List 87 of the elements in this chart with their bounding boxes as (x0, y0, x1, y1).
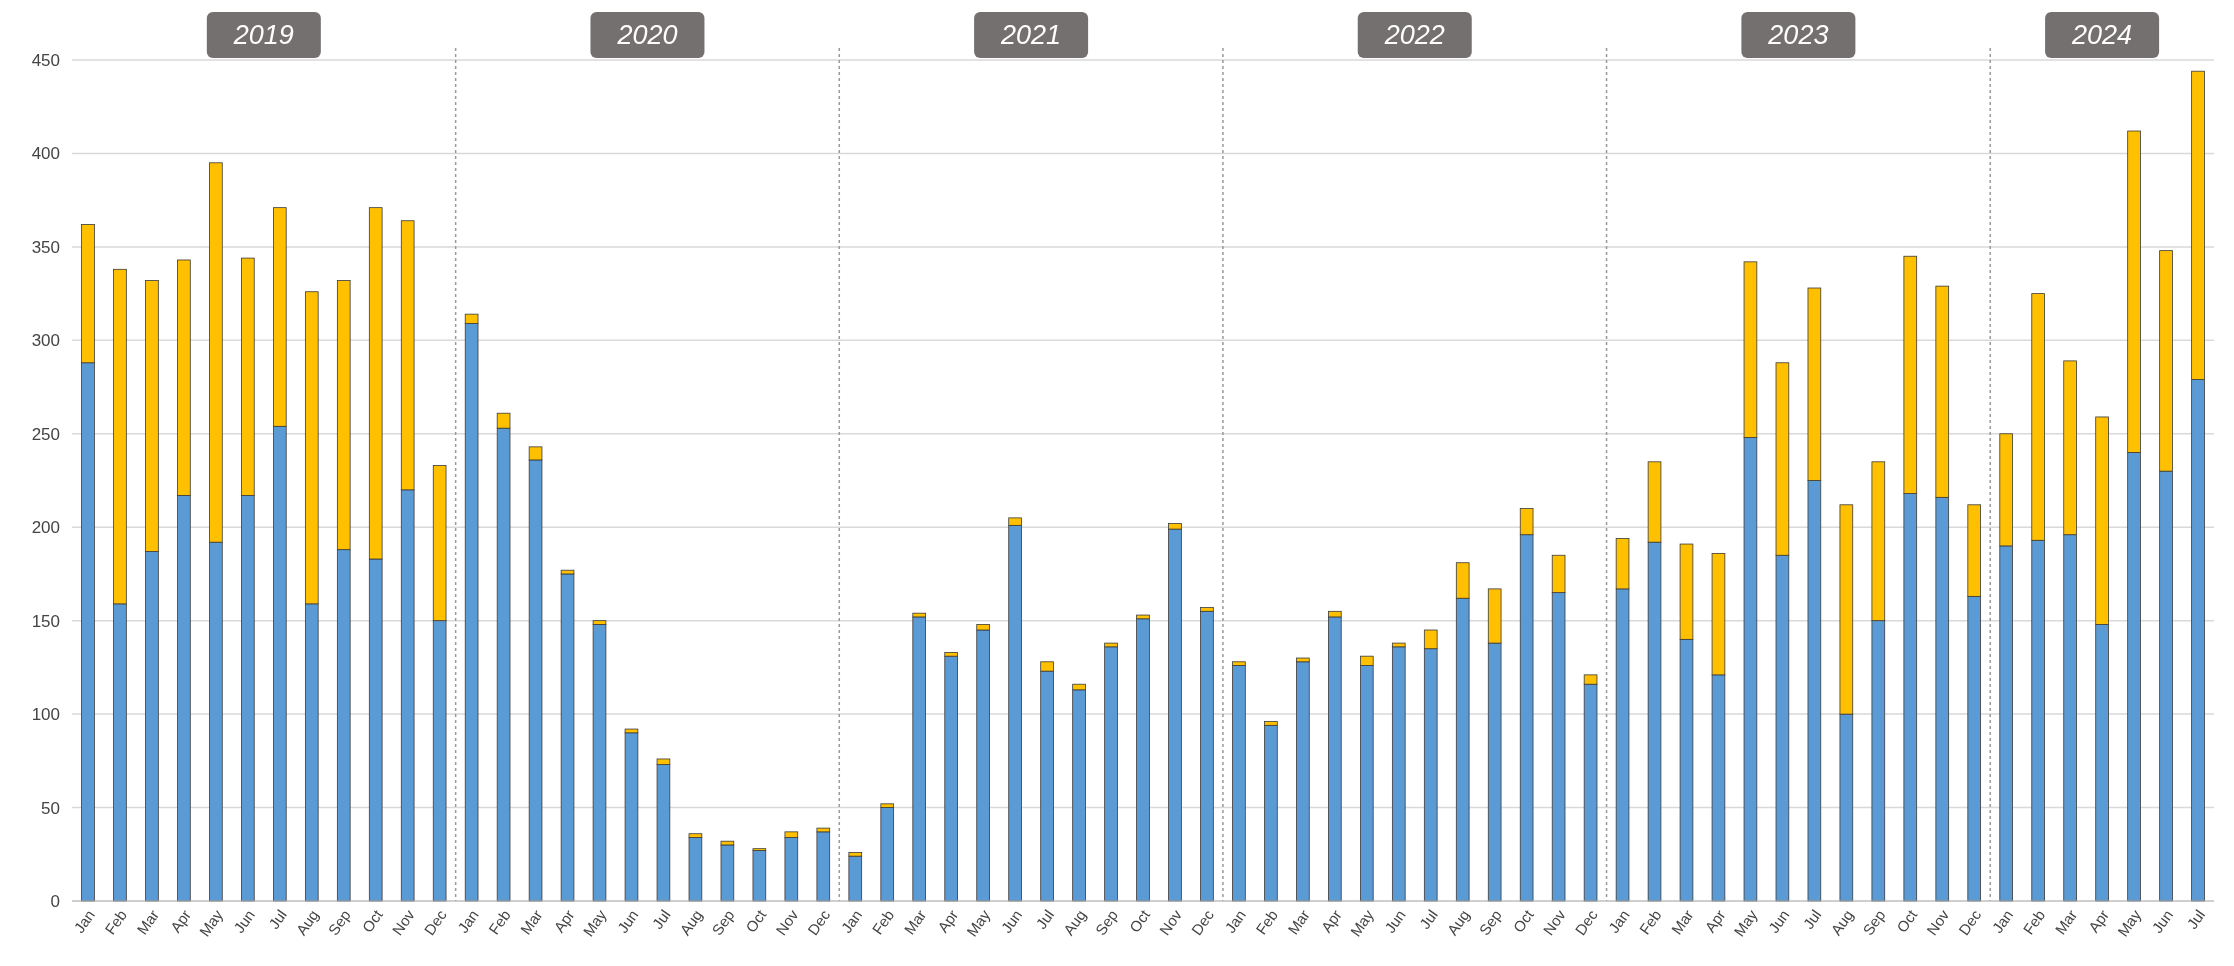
x-tick-label: Jun (1764, 906, 1793, 937)
bar (880, 807, 895, 902)
bar (560, 573, 575, 902)
x-tick-label: Jun (997, 906, 1026, 937)
x-tick-label: Jul (1799, 906, 1825, 932)
x-tick-label: Dec (804, 906, 834, 939)
x-tick-label: Oct (742, 905, 770, 936)
x-tick-label: Oct (1509, 905, 1538, 936)
x-tick-label: Jun (2148, 906, 2177, 937)
x-tick-label: Jul (264, 906, 290, 932)
x-tick-label: Jul (1032, 906, 1058, 932)
x-tick-label: Jan (1221, 906, 1250, 937)
y-tick-label: 50 (41, 798, 60, 818)
x-tick-label: Dec (1571, 906, 1601, 939)
x-tick-label: Apr (1317, 906, 1345, 936)
bar (912, 616, 926, 902)
x-tick-label: Jan (1988, 906, 2017, 937)
y-tick-label: 400 (31, 144, 60, 164)
x-tick-label: Oct (358, 905, 387, 936)
bar (1391, 646, 1406, 902)
x-tick-label: Sep (708, 906, 738, 939)
y-tick-label: 300 (31, 331, 60, 351)
bar (752, 850, 767, 902)
bar (1296, 661, 1310, 902)
x-tick-label: Dec (420, 906, 451, 939)
x-tick-label: Jan (453, 906, 482, 937)
text: 2023 (1767, 20, 1829, 50)
y-tick-label: 200 (31, 518, 60, 538)
x-tick-label: Jun (613, 906, 642, 937)
bar (1200, 610, 1214, 902)
x-tick-label: Feb (484, 906, 514, 938)
x-tick-label: Sep (1475, 906, 1505, 939)
y-tick-label: 350 (31, 237, 60, 257)
x-tick-label: Jul (1415, 906, 1441, 932)
x-tick-label: Feb (868, 906, 898, 938)
x-tick-label: Dec (1187, 906, 1218, 939)
x-tick-label: Mar (133, 906, 163, 938)
y-tick-label: 450 (31, 50, 60, 70)
y-tick-label: 0 (50, 891, 60, 911)
x-tick-label: Jul (648, 906, 674, 932)
bar (816, 831, 831, 902)
x-tick-label: Oct (1893, 905, 1921, 936)
text: 2020 (616, 20, 678, 50)
x-tick-label: Jun (1381, 906, 1409, 937)
x-tick-label: Sep (1091, 906, 1122, 939)
x-tick-label: Mar (1284, 906, 1313, 938)
x-tick-label: Feb (1252, 906, 1281, 938)
x-tick-label: Apr (2084, 906, 2113, 936)
bar (1264, 724, 1278, 902)
y-tick-label: 250 (31, 424, 60, 444)
x-tick-label: Apr (1701, 906, 1729, 936)
x-tick-label: Jul (2183, 906, 2209, 932)
x-tick-label: Sep (1859, 906, 1889, 939)
text: 2024 (2071, 20, 2133, 50)
y-tick-label: 100 (31, 705, 60, 725)
x-tick-label: Apr (550, 906, 578, 936)
bar (1136, 618, 1150, 902)
x-tick-label: Mar (1667, 906, 1697, 938)
x-tick-label: Mar (516, 906, 546, 938)
x-tick-label: Dec (1955, 906, 1985, 939)
bar (1232, 665, 1246, 902)
x-tick-label: Mar (2051, 906, 2081, 938)
x-tick-label: Jun (230, 906, 258, 937)
x-tick-label: Jan (837, 906, 866, 937)
y-tick-label: 150 (31, 611, 60, 631)
text: 2021 (1000, 20, 1062, 50)
x-tick-label: Apr (933, 906, 962, 936)
x-tick-label: Feb (1635, 906, 1665, 938)
x-tick-label: Feb (2019, 906, 2049, 938)
x-tick-label: Aug (1443, 906, 1473, 939)
bar (592, 624, 607, 902)
bar (624, 732, 639, 902)
x-tick-label: Feb (101, 906, 131, 938)
text: 2019 (232, 20, 294, 50)
bar (1104, 646, 1118, 902)
x-tick-label: Mar (900, 906, 930, 938)
bar (848, 855, 863, 902)
x-tick-label: Apr (166, 906, 194, 936)
x-tick-label: Jan (70, 906, 99, 937)
x-tick-label: Aug (292, 906, 322, 939)
bar (688, 837, 703, 902)
x-tick-label: Sep (324, 906, 354, 939)
bar (944, 655, 958, 902)
x-tick-label: Jan (1604, 906, 1633, 937)
bar (720, 844, 735, 902)
x-tick-label: Oct (1125, 905, 1154, 936)
text: 2022 (1383, 20, 1445, 50)
